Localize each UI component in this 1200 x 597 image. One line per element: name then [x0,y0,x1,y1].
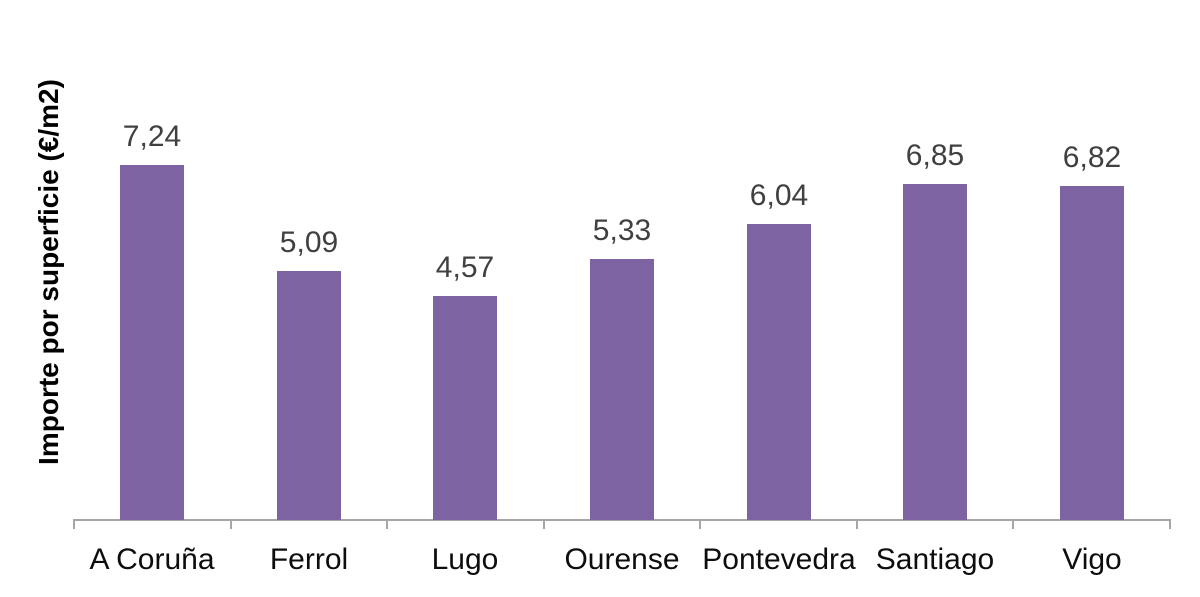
x-axis-tick [386,519,388,529]
value-label-lugo: 4,57 [435,251,495,284]
category-label-a-coru-a: A Coruña [89,543,215,576]
bar-ourense [590,259,654,520]
value-label-vigo: 6,82 [1062,141,1122,174]
category-label-ferrol: Ferrol [269,543,349,576]
value-label-a-coru-a: 7,24 [122,120,182,153]
x-axis-tick [699,519,701,529]
x-axis-tick [543,519,545,529]
bar-vigo [1060,186,1124,520]
category-label-vigo: Vigo [1062,543,1122,576]
x-axis-tick [1012,519,1014,529]
y-axis-title: Importe por superficie (€/m2) [33,79,64,465]
x-axis-tick [230,519,232,529]
bar-a-coru-a [120,165,184,520]
category-label-pontevedra: Pontevedra [702,543,856,576]
bar-pontevedra [747,224,811,520]
x-axis-tick [73,519,75,529]
value-label-ourense: 5,33 [592,214,652,247]
x-axis-tick [856,519,858,529]
bar-santiago [903,184,967,520]
value-label-santiago: 6,85 [905,139,965,172]
bar-lugo [433,296,497,520]
value-label-ferrol: 5,09 [279,226,339,259]
category-label-lugo: Lugo [431,543,499,576]
bar-ferrol [277,271,341,520]
value-label-pontevedra: 6,04 [749,179,809,212]
x-axis-line [73,519,1171,521]
x-axis-tick [1169,519,1171,529]
category-label-ourense: Ourense [564,543,680,576]
category-label-santiago: Santiago [875,543,995,576]
